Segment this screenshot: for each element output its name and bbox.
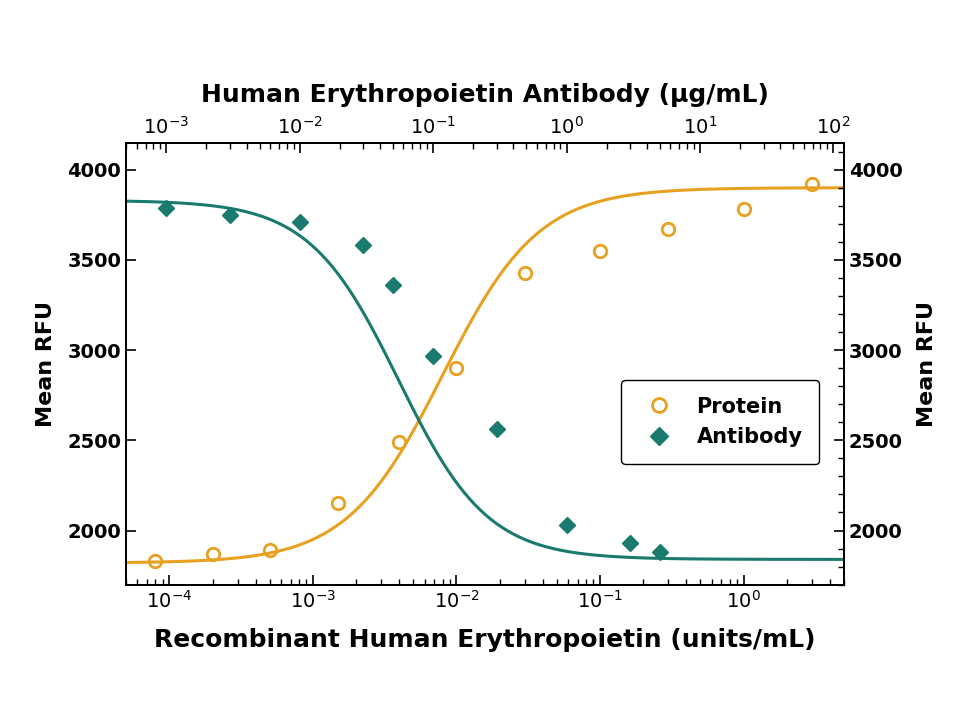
Legend: Protein, Antibody: Protein, Antibody (621, 380, 818, 463)
Y-axis label: Mean RFU: Mean RFU (36, 301, 56, 426)
Y-axis label: Mean RFU: Mean RFU (916, 301, 936, 426)
X-axis label: Human Erythropoietin Antibody (μg/mL): Human Erythropoietin Antibody (μg/mL) (201, 83, 768, 107)
X-axis label: Recombinant Human Erythropoietin (units/mL): Recombinant Human Erythropoietin (units/… (154, 628, 815, 652)
